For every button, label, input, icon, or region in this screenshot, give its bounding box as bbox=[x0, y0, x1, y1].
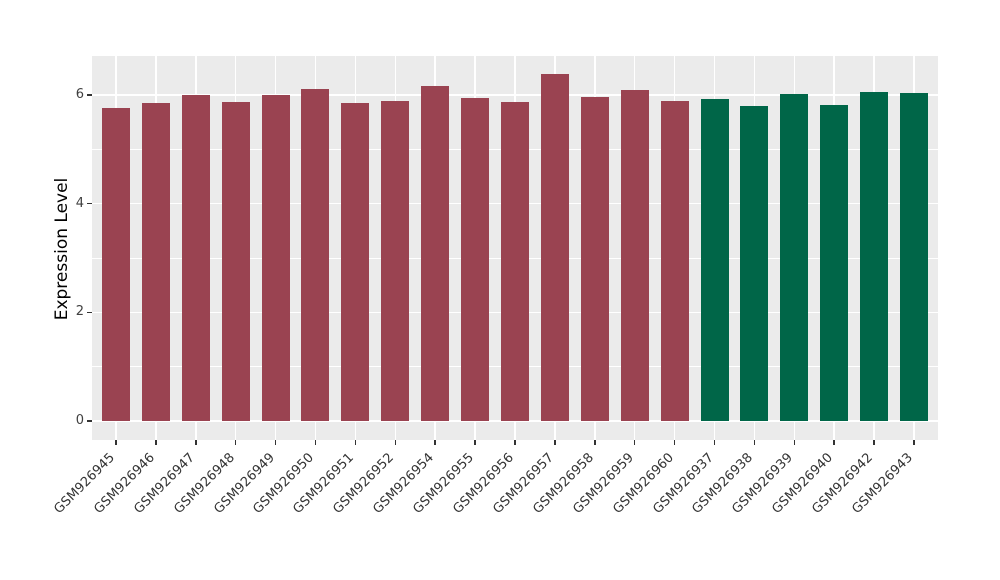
x-tick-mark bbox=[594, 440, 596, 445]
x-tick-mark bbox=[793, 440, 796, 445]
bar bbox=[381, 101, 410, 421]
bar bbox=[820, 104, 849, 421]
y-tick-mark bbox=[87, 94, 92, 96]
y-tick-label: 4 bbox=[75, 195, 84, 211]
x-tick-mark bbox=[913, 440, 915, 445]
bar bbox=[141, 102, 170, 421]
x-tick-mark bbox=[554, 440, 556, 445]
bar bbox=[740, 105, 769, 421]
plot-panel bbox=[92, 56, 938, 440]
x-tick-mark bbox=[753, 440, 756, 445]
x-tick-mark bbox=[354, 440, 357, 445]
bar bbox=[580, 97, 609, 421]
y-tick-mark bbox=[87, 311, 92, 314]
bar bbox=[461, 98, 490, 421]
bar bbox=[700, 98, 729, 421]
bar bbox=[101, 107, 130, 421]
y-tick-label: 2 bbox=[75, 304, 84, 320]
x-tick-mark bbox=[195, 440, 197, 445]
x-tick-mark bbox=[115, 440, 117, 445]
y-tick-mark bbox=[87, 202, 92, 205]
bar bbox=[501, 102, 529, 421]
x-tick-mark bbox=[833, 440, 835, 445]
gridline-major bbox=[92, 94, 938, 96]
x-tick-mark bbox=[314, 440, 317, 445]
bar bbox=[301, 89, 330, 421]
x-tick-mark bbox=[234, 440, 237, 445]
y-tick-label: 6 bbox=[75, 87, 84, 103]
x-tick-mark bbox=[873, 440, 875, 445]
y-tick-label: 0 bbox=[75, 412, 84, 428]
x-tick-mark bbox=[713, 440, 716, 445]
bar bbox=[660, 101, 689, 421]
bar bbox=[780, 94, 809, 421]
x-tick-mark bbox=[274, 440, 277, 445]
bar bbox=[181, 95, 210, 421]
x-tick-mark bbox=[434, 440, 436, 445]
bar bbox=[620, 90, 649, 421]
bar bbox=[860, 91, 889, 421]
bar bbox=[540, 74, 569, 421]
x-tick-mark bbox=[673, 440, 676, 445]
y-tick-mark bbox=[87, 420, 92, 422]
x-tick-mark bbox=[633, 440, 636, 445]
bar bbox=[261, 95, 290, 421]
bar bbox=[341, 102, 370, 421]
bar bbox=[221, 101, 250, 421]
x-tick-mark bbox=[514, 440, 516, 445]
bar bbox=[900, 93, 929, 421]
x-tick-mark bbox=[155, 440, 157, 445]
bar bbox=[421, 85, 450, 421]
gridline-major bbox=[92, 420, 938, 422]
x-tick-mark bbox=[394, 440, 397, 445]
x-tick-mark bbox=[474, 440, 476, 445]
y-axis-title: Expression Level bbox=[52, 177, 72, 321]
